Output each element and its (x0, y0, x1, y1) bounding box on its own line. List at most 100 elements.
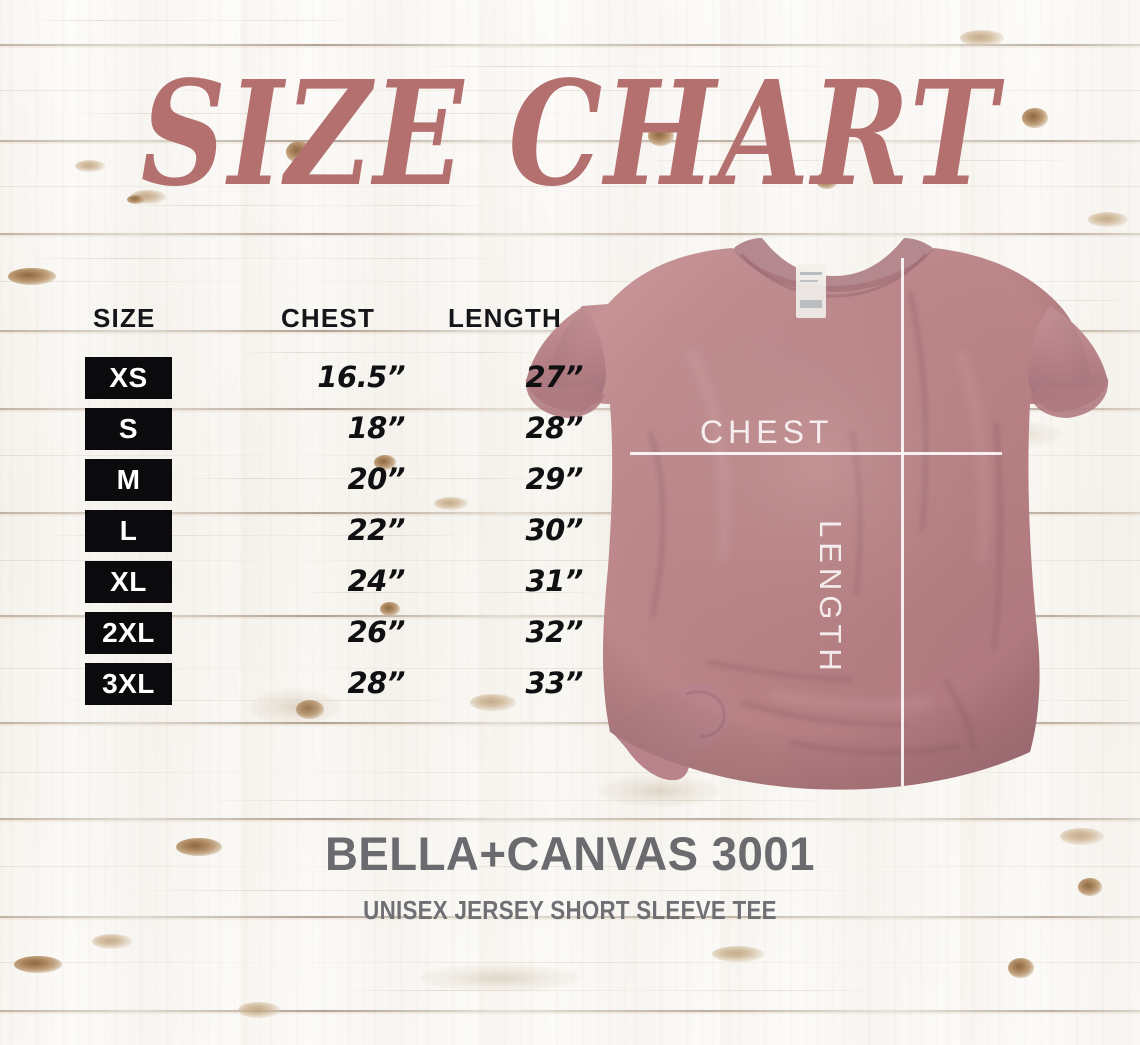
wood-grain-line (40, 535, 470, 536)
wood-grain-line (120, 890, 880, 891)
column-header-length: LENGTH (447, 303, 563, 333)
wood-grain-line (30, 20, 360, 21)
wood-knot (92, 934, 132, 949)
wood-grain-line (950, 700, 1140, 701)
chest-value: 28” (347, 666, 405, 700)
column-header-size: SIZE (93, 303, 156, 333)
length-measure-label: LENGTH (813, 520, 848, 676)
table-row: M 20” 29” (85, 459, 584, 501)
plank-seam (0, 560, 1140, 561)
wood-knot (127, 195, 145, 204)
size-label: M (116, 464, 141, 495)
wood-grain-line (640, 160, 1080, 161)
wood-knot (1060, 828, 1104, 845)
page-title: SIZE CHART (140, 48, 1000, 219)
plank-seam (0, 233, 1140, 235)
size-badge: L (85, 510, 172, 552)
wood-knot (960, 30, 1004, 46)
wood-grain-line (300, 592, 600, 593)
length-value: 33” (525, 666, 583, 700)
wood-knot (1008, 958, 1034, 978)
length-value: 29” (525, 462, 583, 496)
plank-seam (0, 90, 1140, 91)
table-body: XS 16.5” 27” S 18” 28” M 20” 29” L 22” 3… (85, 357, 584, 705)
wood-grain-line (60, 113, 580, 114)
wood-smudge (420, 965, 580, 991)
wood-grain-line (60, 700, 460, 701)
length-measure-line (901, 258, 904, 786)
wood-knot (1022, 108, 1048, 128)
chest-value: 16.5” (317, 360, 405, 394)
size-label: S (118, 413, 139, 444)
wood-knot (712, 946, 764, 962)
wood-knot (176, 838, 222, 856)
table-header-row: SIZE CHEST LENGTH (85, 303, 565, 341)
plank-seam (0, 186, 1140, 187)
size-table: SIZE CHEST LENGTH XS 16.5” 27” S 18” 28”… (85, 303, 584, 714)
length-value: 31” (525, 564, 583, 598)
wood-knot (434, 497, 468, 510)
chest-value: 20” (347, 462, 405, 496)
tshirt-shading (550, 248, 1090, 790)
wood-knot (816, 172, 838, 189)
size-label: XL (110, 566, 147, 597)
plank-seam (0, 281, 1140, 282)
wood-knot (14, 956, 62, 973)
plank-seam (0, 962, 1140, 963)
wood-knot (75, 160, 105, 172)
length-value: 32” (525, 615, 583, 649)
wood-grain-line (20, 258, 510, 259)
wood-knot (1078, 878, 1102, 896)
chest-value: 22” (347, 513, 405, 547)
wood-knot (238, 1002, 280, 1018)
tshirt-photo (490, 232, 1140, 812)
wood-knot (648, 126, 674, 146)
table-row: 3XL 28” 33” (85, 663, 584, 705)
wood-knot (380, 602, 400, 616)
plank-seam (0, 140, 1140, 142)
plank-seam (0, 818, 1140, 820)
plank-seam (0, 866, 1140, 867)
wood-knot (296, 700, 324, 719)
size-badge: XL (85, 561, 172, 603)
table-row: XL 24” 31” (85, 561, 584, 603)
plank-seam (0, 1010, 1140, 1012)
product-subtitle: UNISEX JERSEY SHORT SLEEVE TEE (363, 895, 777, 925)
chest-measure-label: CHEST (700, 414, 834, 450)
size-badge: S (85, 408, 172, 450)
column-header-chest: CHEST (280, 303, 376, 333)
length-value: 30” (525, 513, 583, 547)
size-label: 2XL (102, 617, 155, 648)
wood-grain-line (420, 66, 840, 67)
table-row: L 22” 30” (85, 510, 584, 552)
wood-grain-line (330, 990, 890, 991)
chest-value: 18” (347, 411, 405, 445)
brand-tag-line (800, 280, 818, 282)
brand-tag-line (800, 272, 822, 275)
wood-knot (8, 268, 56, 285)
wood-grain-line (180, 478, 540, 479)
size-label: XS (109, 362, 148, 393)
chest-measure-line (630, 452, 1002, 455)
wood-smudge (600, 776, 720, 806)
size-badge: 3XL (85, 663, 172, 705)
length-value: 27” (525, 360, 583, 394)
table-row: S 18” 28” (85, 408, 584, 450)
wood-grain-line (200, 800, 840, 801)
plank-seam (0, 722, 1140, 724)
plank-seam (0, 668, 1140, 669)
wood-smudge (250, 690, 340, 724)
size-badge: XS (85, 357, 172, 399)
table-row: XS 16.5” 27” (85, 357, 584, 399)
wood-knot (1088, 212, 1128, 227)
chest-value: 26” (347, 615, 405, 649)
brand-name: BELLA+CANVAS 3001 (324, 827, 816, 880)
size-badge: 2XL (85, 612, 172, 654)
wood-knot (374, 455, 396, 470)
plank-seam (0, 455, 1140, 456)
length-value: 28” (525, 411, 583, 445)
wood-knot (470, 694, 516, 711)
plank-seam (0, 512, 1140, 514)
table-row: 2XL 26” 32” (85, 612, 584, 654)
